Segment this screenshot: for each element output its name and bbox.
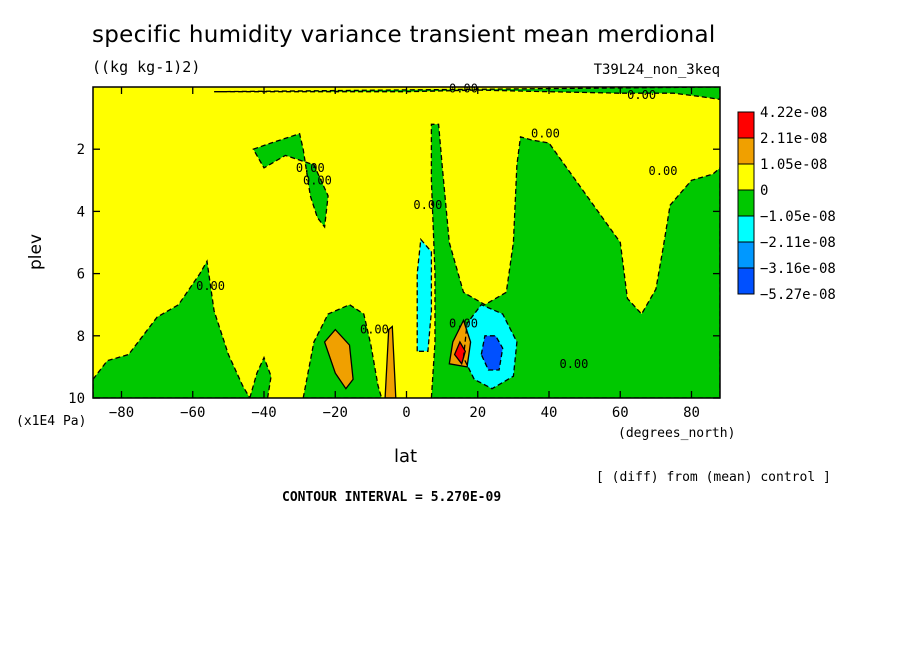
contour-line-10 bbox=[323, 328, 354, 390]
contour-line-3 bbox=[302, 303, 383, 398]
x-tick-label: −80 bbox=[109, 405, 134, 421]
x-tick-label: 60 bbox=[612, 405, 629, 421]
contour-line-13 bbox=[453, 340, 467, 366]
y-tick-label: 6 bbox=[77, 267, 85, 283]
contour-label: 0.00 bbox=[627, 88, 656, 102]
y-tick-label: 10 bbox=[68, 391, 85, 407]
contour-line-2 bbox=[249, 355, 272, 398]
x-tick-label: 0 bbox=[402, 405, 410, 421]
contour-label: 0.00 bbox=[449, 82, 478, 96]
contour-label: 0.00 bbox=[196, 279, 225, 293]
x-tick-label: −20 bbox=[323, 405, 348, 421]
legend-swatch bbox=[737, 241, 755, 269]
contour-line-9 bbox=[480, 335, 504, 371]
legend-label: 4.22e-08 bbox=[760, 105, 827, 121]
contour-interval-value: 5.270E-09 bbox=[430, 490, 502, 505]
legend-swatch bbox=[737, 189, 755, 217]
chart-units: ((kg kg-1)2) bbox=[92, 58, 201, 76]
contour-region-1 bbox=[93, 261, 250, 398]
legend-label: −5.27e-08 bbox=[760, 287, 836, 303]
diff-note: [ (diff) from (mean) control ] bbox=[596, 470, 831, 485]
y-axis-ticks: 2 4 6 8 10 bbox=[68, 142, 720, 407]
filled-contours bbox=[93, 87, 720, 398]
contour-line-4 bbox=[252, 132, 329, 229]
legend-swatch bbox=[737, 111, 755, 139]
contour-line-6 bbox=[214, 87, 720, 101]
contour-labels: 0.00 0.000.000.000.000.000.000.000.00 0.00… bbox=[196, 82, 677, 371]
x-axis-unit: (degrees_north) bbox=[618, 426, 736, 441]
contour-region-10 bbox=[324, 329, 354, 389]
y-tick-label: 2 bbox=[77, 142, 85, 158]
x-tick-label: −60 bbox=[180, 405, 205, 421]
contour-label: 0.00 bbox=[303, 173, 332, 187]
y-tick-label: 4 bbox=[77, 204, 85, 220]
contour-line-11 bbox=[384, 325, 397, 398]
legend-swatch bbox=[737, 163, 755, 191]
contour-label: 0.00 bbox=[531, 127, 560, 141]
y-tick-label: 8 bbox=[77, 329, 85, 345]
contour-label: 0.00 bbox=[296, 161, 325, 175]
chart-title: specific humidity variance transient mea… bbox=[92, 22, 716, 48]
contour-line-1 bbox=[93, 259, 251, 398]
x-tick-label: 80 bbox=[683, 405, 700, 421]
contour-line-7 bbox=[416, 237, 433, 352]
legend-label: −1.05e-08 bbox=[760, 209, 836, 225]
x-tick-label: 40 bbox=[541, 405, 558, 421]
y-axis-unit: (x1E4 Pa) bbox=[16, 414, 87, 429]
contour-label: 0.00 bbox=[413, 198, 442, 212]
legend-swatch bbox=[737, 137, 755, 165]
contour-label: 0.00 bbox=[449, 316, 478, 330]
contour-region-9 bbox=[481, 335, 503, 370]
contour-line-8 bbox=[462, 303, 518, 390]
contour-line-12 bbox=[448, 318, 472, 368]
legend-label: −3.16e-08 bbox=[760, 261, 836, 277]
contour-label: 0.00 bbox=[360, 323, 389, 337]
legend-swatch bbox=[737, 267, 755, 295]
legend-label: 0 bbox=[760, 183, 768, 199]
x-tick-label: −40 bbox=[251, 405, 276, 421]
legend-label: −2.11e-08 bbox=[760, 235, 836, 251]
contour-region-2 bbox=[249, 357, 272, 398]
legend-swatch bbox=[737, 215, 755, 243]
contour-region-4 bbox=[253, 133, 329, 227]
x-axis-ticks: −80 −60 −40 −20 0 20 40 60 80 bbox=[109, 87, 700, 421]
run-id: T39L24_non_3keq bbox=[593, 62, 720, 78]
contour-lines bbox=[93, 87, 720, 398]
x-axis-label: lat bbox=[394, 446, 418, 467]
contour-label: 0.00 bbox=[649, 164, 678, 178]
contour-region-6 bbox=[214, 87, 720, 100]
x-tick-label: 20 bbox=[469, 405, 486, 421]
colorbar-legend: 4.22e-08 2.11e-08 1.05e-08 0 −1.05e-08 −2.11e… bbox=[737, 105, 836, 303]
legend-label: 2.11e-08 bbox=[760, 131, 827, 147]
contour-label: 0.00 bbox=[559, 357, 588, 371]
legend-label: 1.05e-08 bbox=[760, 157, 827, 173]
contour-interval-note: CONTOUR INTERVAL = 5.270E-09 bbox=[282, 490, 502, 505]
contour-region-7 bbox=[417, 239, 432, 352]
